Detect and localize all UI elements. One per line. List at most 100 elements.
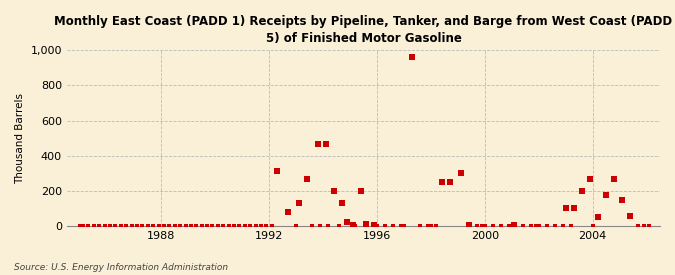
Point: [180, 224, 191, 228]
Point: [213, 224, 223, 228]
Point: [315, 224, 326, 228]
Point: [463, 223, 474, 227]
Point: [256, 224, 267, 228]
Point: [504, 224, 514, 228]
Point: [387, 224, 398, 228]
Point: [307, 224, 318, 228]
Point: [218, 224, 229, 228]
Point: [196, 224, 207, 228]
Point: [517, 224, 528, 228]
Point: [267, 224, 277, 228]
Point: [202, 224, 213, 228]
Point: [601, 193, 612, 197]
Point: [334, 224, 345, 228]
Point: [396, 224, 406, 228]
Point: [558, 224, 568, 228]
Point: [533, 224, 544, 228]
Point: [115, 224, 126, 228]
Point: [302, 177, 313, 182]
Point: [105, 224, 115, 228]
Point: [329, 189, 340, 193]
Point: [431, 224, 441, 228]
Point: [587, 224, 598, 228]
Point: [137, 224, 148, 228]
Point: [568, 206, 579, 211]
Point: [321, 142, 331, 147]
Point: [477, 224, 487, 228]
Point: [487, 224, 498, 228]
Point: [436, 180, 447, 184]
Point: [585, 177, 595, 182]
Point: [369, 223, 379, 227]
Point: [207, 224, 218, 228]
Point: [191, 224, 202, 228]
Point: [337, 201, 348, 205]
Point: [142, 224, 153, 228]
Point: [576, 189, 587, 193]
Point: [360, 222, 371, 226]
Point: [398, 224, 409, 228]
Point: [283, 210, 294, 214]
Point: [132, 224, 142, 228]
Point: [406, 55, 417, 60]
Point: [323, 224, 334, 228]
Point: [186, 224, 196, 228]
Point: [347, 223, 358, 227]
Point: [549, 224, 560, 228]
Point: [560, 206, 571, 211]
Point: [471, 224, 482, 228]
Point: [509, 223, 520, 227]
Point: [444, 180, 455, 184]
Point: [495, 224, 506, 228]
Point: [272, 169, 283, 174]
Point: [294, 201, 304, 205]
Point: [78, 224, 88, 228]
Point: [633, 224, 644, 228]
Point: [625, 214, 636, 218]
Point: [639, 224, 649, 228]
Point: [261, 224, 272, 228]
Point: [234, 224, 245, 228]
Point: [94, 224, 105, 228]
Point: [355, 189, 366, 193]
Point: [291, 224, 302, 228]
Point: [379, 224, 390, 228]
Point: [425, 224, 436, 228]
Point: [99, 224, 110, 228]
Point: [88, 224, 99, 228]
Point: [75, 224, 86, 228]
Point: [479, 224, 490, 228]
Point: [148, 224, 159, 228]
Point: [83, 224, 94, 228]
Point: [342, 220, 352, 225]
Point: [455, 171, 466, 175]
Point: [245, 224, 256, 228]
Point: [164, 224, 175, 228]
Point: [175, 224, 186, 228]
Point: [644, 224, 655, 228]
Point: [240, 224, 250, 228]
Point: [110, 224, 121, 228]
Point: [153, 224, 164, 228]
Point: [159, 224, 169, 228]
Point: [313, 142, 323, 147]
Point: [609, 177, 620, 182]
Point: [126, 224, 137, 228]
Point: [531, 224, 541, 228]
Point: [229, 224, 240, 228]
Text: Source: U.S. Energy Information Administration: Source: U.S. Energy Information Administ…: [14, 263, 227, 272]
Point: [414, 224, 425, 228]
Point: [525, 224, 536, 228]
Point: [541, 224, 552, 228]
Point: [423, 224, 433, 228]
Point: [371, 224, 382, 228]
Point: [169, 224, 180, 228]
Point: [250, 224, 261, 228]
Point: [350, 224, 360, 228]
Y-axis label: Thousand Barrels: Thousand Barrels: [15, 93, 25, 184]
Point: [121, 224, 132, 228]
Point: [566, 224, 576, 228]
Point: [617, 197, 628, 202]
Point: [223, 224, 234, 228]
Point: [593, 215, 603, 219]
